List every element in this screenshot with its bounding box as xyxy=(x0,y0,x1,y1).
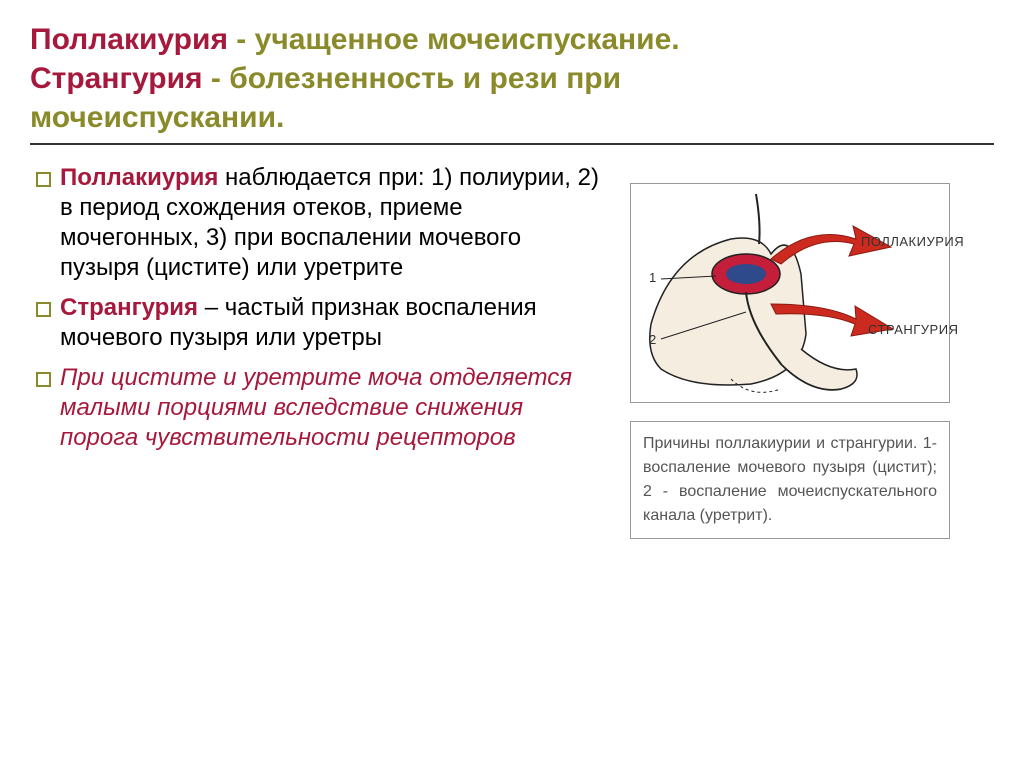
bullet-item-3: При цистите и уретрите моча отделяется м… xyxy=(30,363,600,453)
title-line-2: Странгурия - болезненность и рези при xyxy=(30,59,994,98)
title-def-3: мочеиспускании. xyxy=(30,101,284,134)
title-term-1: Поллакиурия xyxy=(30,23,228,56)
bullet-column: Поллакиурия наблюдается при: 1) полиурии… xyxy=(30,163,600,539)
diagram-label-bottom: СТРАНГУРИЯ xyxy=(868,322,958,337)
diagram-marker-1: 1 xyxy=(649,270,657,285)
figure-caption: Причины поллакиурии и странгурии. 1- вос… xyxy=(630,421,950,539)
title-line-1: Поллакиурия - учащенное мочеиспускание. xyxy=(30,20,994,59)
slide-title: Поллакиурия - учащенное мочеиспускание. … xyxy=(30,20,994,145)
diagram-marker-2: 2 xyxy=(649,332,657,347)
bullet-item-2: Странгурия – частый признак воспаления м… xyxy=(30,293,600,353)
diagram-label-top: ПОЛЛАКИУРИЯ xyxy=(861,234,964,249)
bladder-inner xyxy=(726,264,766,284)
title-sep-2: - xyxy=(203,62,230,95)
bullet-text-3: При цистите и уретрите моча отделяется м… xyxy=(60,364,572,451)
anatomy-diagram: 1 2 ПОЛЛАКИУРИЯ СТРАНГУРИЯ xyxy=(630,183,950,403)
diagram-svg xyxy=(631,184,951,404)
content-row: Поллакиурия наблюдается при: 1) полиурии… xyxy=(30,163,994,539)
title-def-2a: болезненность и рези при xyxy=(229,62,621,95)
ureter-line xyxy=(756,194,760,244)
bullet-lead-1: Поллакиурия xyxy=(60,164,218,191)
title-def-1: учащенное мочеиспускание. xyxy=(255,23,680,56)
bullet-item-1: Поллакиурия наблюдается при: 1) полиурии… xyxy=(30,163,600,283)
bullet-lead-2: Странгурия xyxy=(60,294,198,321)
title-line-3: мочеиспускании. xyxy=(30,98,994,137)
figure-column: 1 2 ПОЛЛАКИУРИЯ СТРАНГУРИЯ Причины полла… xyxy=(630,163,990,539)
title-sep-1: - xyxy=(228,23,255,56)
title-term-2: Странгурия xyxy=(30,62,203,95)
